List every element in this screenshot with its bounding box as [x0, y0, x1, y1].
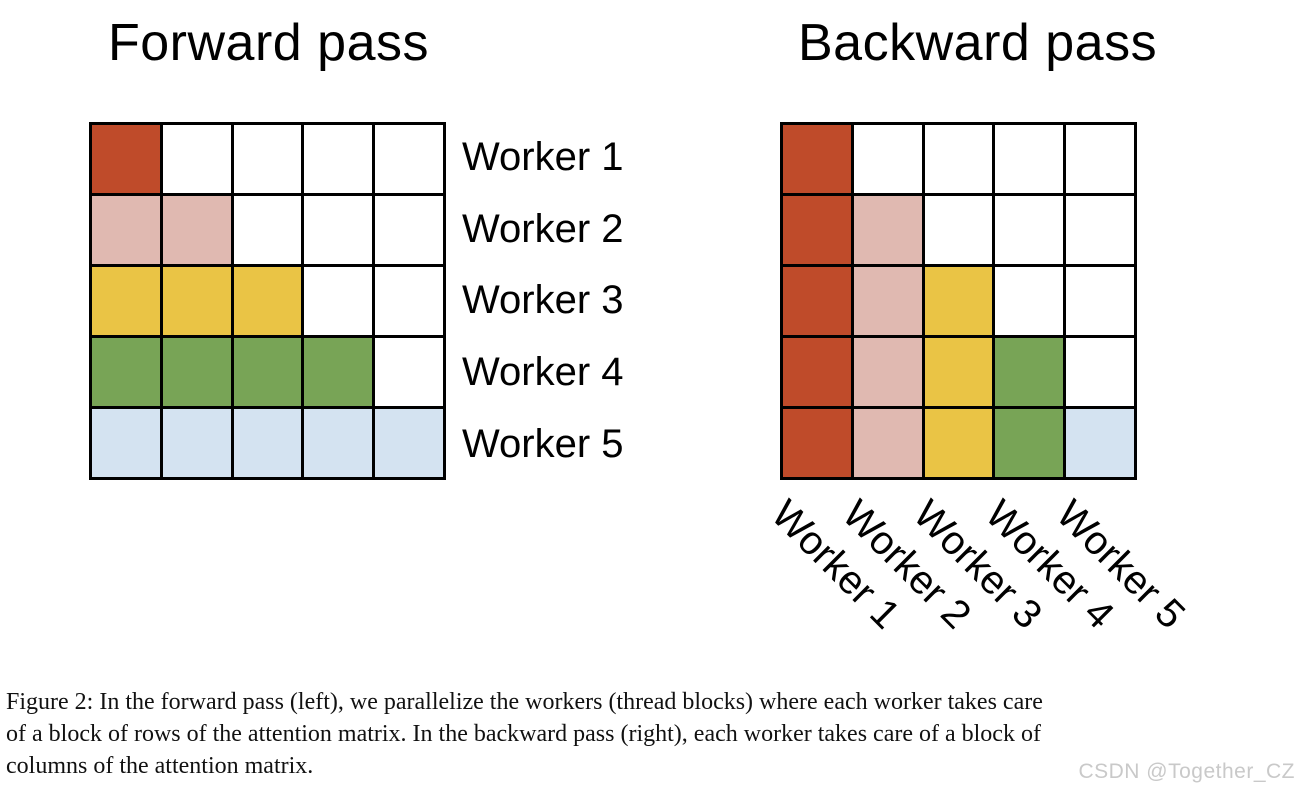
matrix-cell-r4-c5-white	[375, 338, 443, 406]
matrix-cell-r2-c1-red	[783, 196, 851, 264]
backward-pass-attention-matrix	[780, 122, 1137, 480]
matrix-cell-r2-c5-white	[375, 196, 443, 264]
forward-worker-label-2: Worker 2	[462, 206, 624, 251]
matrix-cell-r1-c2-white	[162, 125, 231, 193]
matrix-cell-r2-c1-pink	[92, 196, 160, 264]
matrix-cell-r5-c3-yellow	[924, 409, 993, 477]
matrix-cell-r1-c4-white	[995, 125, 1064, 193]
matrix-cell-r1-c1-red	[92, 125, 160, 193]
matrix-cell-r3-c2-pink	[853, 267, 922, 335]
matrix-cell-r5-c2-pink	[853, 409, 922, 477]
matrix-cell-r1-c4-white	[304, 125, 373, 193]
matrix-cell-r5-c1-red	[783, 409, 851, 477]
matrix-cell-r5-c1-blue	[92, 409, 160, 477]
forward-worker-label-5: Worker 5	[462, 421, 624, 466]
backward-pass-title: Backward pass	[798, 14, 1158, 72]
matrix-cell-r5-c5-blue	[375, 409, 443, 477]
matrix-cell-r5-c2-blue	[162, 409, 231, 477]
matrix-cell-r5-c5-blue	[1066, 409, 1134, 477]
matrix-cell-r3-c1-yellow	[92, 267, 160, 335]
matrix-cell-r2-c4-white	[304, 196, 373, 264]
matrix-cell-r2-c2-pink	[853, 196, 922, 264]
matrix-cell-r1-c3-white	[924, 125, 993, 193]
matrix-cell-r3-c3-yellow	[233, 267, 302, 335]
matrix-cell-r3-c1-red	[783, 267, 851, 335]
forward-worker-label-3: Worker 3	[462, 278, 624, 323]
matrix-cell-r4-c4-green	[304, 338, 373, 406]
matrix-cell-r3-c2-yellow	[162, 267, 231, 335]
matrix-cell-r3-c5-white	[375, 267, 443, 335]
matrix-cell-r2-c3-white	[924, 196, 993, 264]
caption-line-3: columns of the attention matrix.	[6, 753, 314, 779]
matrix-cell-r1-c5-white	[1066, 125, 1134, 193]
matrix-cell-r4-c3-yellow	[924, 338, 993, 406]
matrix-cell-r3-c5-white	[1066, 267, 1134, 335]
matrix-cell-r1-c3-white	[233, 125, 302, 193]
matrix-cell-r4-c5-white	[1066, 338, 1134, 406]
matrix-cell-r2-c3-white	[233, 196, 302, 264]
forward-pass-title: Forward pass	[108, 14, 429, 72]
matrix-cell-r2-c4-white	[995, 196, 1064, 264]
matrix-cell-r4-c2-green	[162, 338, 231, 406]
matrix-cell-r1-c1-red	[783, 125, 851, 193]
matrix-cell-r5-c3-blue	[233, 409, 302, 477]
forward-worker-row-labels: Worker 1 Worker 2 Worker 3 Worker 4 Worker 5	[462, 122, 682, 480]
csdn-watermark: CSDN @Together_CZ	[1078, 760, 1295, 783]
matrix-cell-r4-c4-green	[995, 338, 1064, 406]
matrix-cell-r2-c2-pink	[162, 196, 231, 264]
matrix-cell-r2-c5-white	[1066, 196, 1134, 264]
matrix-cell-r3-c4-white	[304, 267, 373, 335]
forward-worker-label-4: Worker 4	[462, 350, 624, 395]
matrix-cell-r4-c3-green	[233, 338, 302, 406]
matrix-cell-r5-c4-blue	[304, 409, 373, 477]
matrix-cell-r3-c4-white	[995, 267, 1064, 335]
forward-pass-attention-matrix	[89, 122, 446, 480]
matrix-cell-r1-c5-white	[375, 125, 443, 193]
caption-line-1: Figure 2: In the forward pass (left), we…	[6, 689, 1043, 715]
figure-caption: Figure 2: In the forward pass (left), we…	[6, 686, 1300, 782]
matrix-cell-r4-c1-green	[92, 338, 160, 406]
forward-worker-label-1: Worker 1	[462, 135, 624, 180]
matrix-cell-r4-c2-pink	[853, 338, 922, 406]
caption-line-2: of a block of rows of the attention matr…	[6, 721, 1041, 747]
matrix-cell-r5-c4-green	[995, 409, 1064, 477]
matrix-cell-r3-c3-yellow	[924, 267, 993, 335]
matrix-cell-r4-c1-red	[783, 338, 851, 406]
matrix-cell-r1-c2-white	[853, 125, 922, 193]
